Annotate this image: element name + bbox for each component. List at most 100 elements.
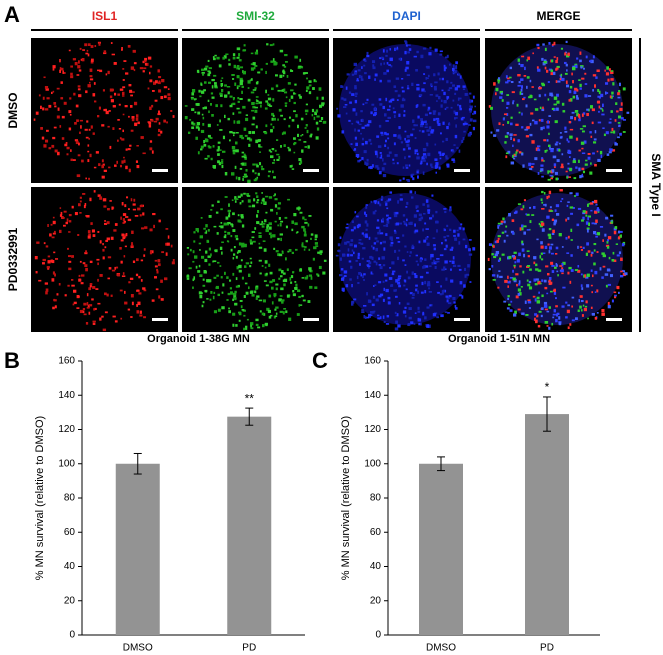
cell: [579, 299, 581, 302]
cell: [433, 73, 435, 76]
cell: [77, 74, 80, 76]
cell: [544, 302, 547, 305]
cell: [203, 107, 205, 109]
cell: [192, 89, 195, 92]
cell: [410, 134, 413, 137]
cell: [294, 56, 297, 59]
cell: [265, 325, 267, 327]
cell: [388, 64, 391, 66]
cell: [394, 85, 397, 88]
cell: [233, 293, 236, 296]
cell: [441, 104, 443, 107]
cell: [217, 201, 219, 203]
cell: [429, 305, 431, 307]
cell: [228, 308, 230, 310]
scale-bar: [303, 169, 319, 172]
cell: [232, 273, 234, 276]
cell: [229, 212, 231, 215]
cell: [424, 281, 426, 284]
cell: [408, 277, 411, 280]
cell: [82, 49, 85, 51]
cell: [70, 75, 73, 78]
cell: [131, 294, 134, 297]
cell: [555, 253, 557, 255]
cell: [73, 290, 76, 293]
cell: [549, 171, 551, 173]
cell: [121, 239, 124, 241]
cell: [422, 312, 424, 315]
cell: [608, 305, 611, 308]
cell: [383, 163, 386, 165]
cell: [282, 251, 284, 254]
cell: [506, 153, 509, 155]
cell: [572, 297, 575, 299]
cell: [537, 145, 540, 147]
cell: [232, 324, 234, 327]
cell: [562, 287, 565, 289]
panel-label: A: [4, 2, 20, 27]
cell: [197, 270, 200, 273]
cell: [228, 293, 231, 295]
cell: [222, 151, 225, 153]
cell: [230, 96, 233, 98]
cell: [371, 272, 373, 275]
cell: [390, 58, 393, 61]
scale-bar: [152, 169, 168, 172]
cell: [228, 118, 230, 120]
cell: [72, 206, 74, 209]
cell: [586, 113, 589, 116]
cell: [221, 252, 223, 255]
cell: [410, 190, 413, 193]
cell: [439, 167, 441, 170]
cell: [67, 285, 69, 287]
cell: [122, 202, 124, 205]
cell: [249, 265, 251, 267]
significance: **: [245, 391, 255, 405]
cell: [270, 272, 273, 275]
cell: [284, 279, 287, 282]
cell: [607, 153, 610, 156]
cell: [519, 81, 521, 83]
cell: [247, 137, 250, 139]
cell: [317, 275, 319, 277]
cell: [258, 173, 260, 176]
cell: [502, 124, 504, 126]
cell: [355, 211, 357, 213]
cell: [141, 136, 144, 139]
cell: [212, 97, 215, 99]
cell: [399, 223, 402, 225]
cell: [420, 276, 423, 278]
cell: [131, 66, 134, 69]
cell: [238, 265, 241, 268]
cell: [351, 123, 353, 125]
cell: [549, 236, 552, 239]
cell: [80, 261, 82, 263]
cell: [285, 105, 287, 107]
cell: [204, 270, 207, 273]
cell: [449, 64, 451, 66]
cell: [88, 234, 91, 236]
cell: [114, 93, 116, 96]
cell: [457, 85, 460, 87]
cell: [252, 294, 255, 296]
cell: [201, 256, 204, 259]
cell: [555, 297, 557, 299]
cell: [136, 160, 138, 163]
cell: [543, 204, 545, 206]
cell: [560, 137, 563, 139]
cell: [292, 119, 295, 121]
cell: [460, 223, 462, 225]
cell: [155, 260, 157, 262]
cell: [446, 157, 449, 159]
cell: [59, 230, 62, 233]
cell: [561, 74, 563, 76]
cell: [581, 66, 583, 68]
cell: [594, 243, 597, 245]
cell: [36, 242, 39, 244]
cell: [533, 262, 535, 265]
cell: [385, 201, 387, 203]
cell: [426, 129, 429, 131]
cell: [200, 235, 203, 238]
cell: [532, 53, 534, 55]
cell: [374, 242, 376, 244]
